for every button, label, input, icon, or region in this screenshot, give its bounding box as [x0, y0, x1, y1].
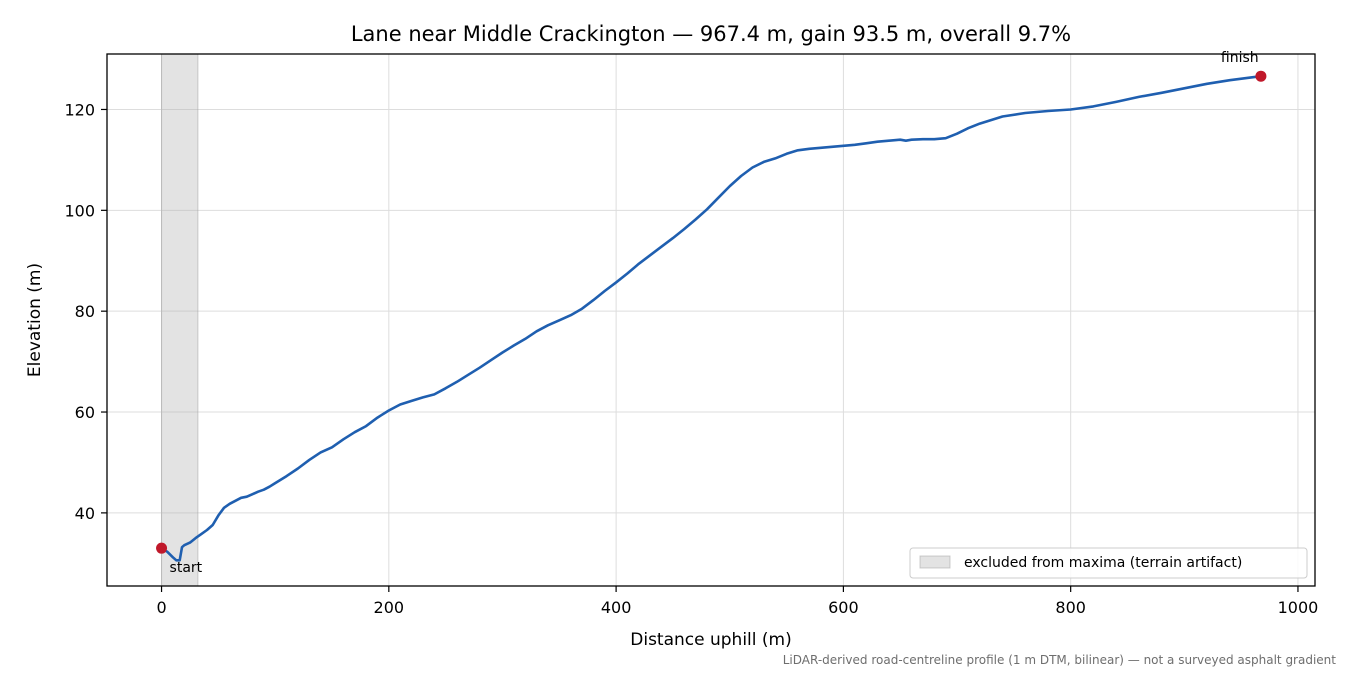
- y-tick-label: 80: [75, 302, 95, 321]
- x-axis-label: Distance uphill (m): [630, 630, 791, 650]
- x-tick-label: 200: [374, 598, 405, 617]
- annotation-finish: finish: [1221, 50, 1259, 66]
- plot-frame: [106, 53, 1316, 587]
- endpoint-markers: [156, 70, 1267, 554]
- legend: excluded from maxima (terrain artifact): [909, 547, 1308, 579]
- legend-box: [909, 547, 1308, 579]
- y-tick-label: 120: [64, 100, 95, 119]
- y-tick-label: 100: [64, 201, 95, 220]
- chart-title: Lane near Middle Crackington — 967.4 m, …: [351, 22, 1071, 46]
- x-tick-label: 400: [601, 598, 632, 617]
- chart-caption: LiDAR-derived road-centreline profile (1…: [783, 653, 1337, 667]
- legend-swatch: [919, 555, 951, 569]
- annotations: start finish: [170, 50, 1259, 576]
- endpoint-marker-finish: [1255, 70, 1267, 82]
- x-tick-label: 800: [1055, 598, 1086, 617]
- y-tick-label: 40: [75, 504, 95, 523]
- annotation-start: start: [170, 560, 203, 576]
- y-axis-label: Elevation (m): [25, 263, 45, 377]
- legend-label: excluded from maxima (terrain artifact): [964, 555, 1242, 571]
- grid: [107, 54, 1315, 586]
- y-tick-label: 60: [75, 403, 95, 422]
- excluded-span-band: [161, 53, 199, 587]
- x-tick-label: 600: [828, 598, 859, 617]
- axis-ticks: 0 200 400 600 800 1000 40 60 80 100 120: [64, 100, 1318, 617]
- elevation-series-line: [160, 74, 1262, 562]
- x-tick-label: 0: [156, 598, 166, 617]
- endpoint-marker-start: [156, 542, 168, 554]
- x-tick-label: 1000: [1278, 598, 1319, 617]
